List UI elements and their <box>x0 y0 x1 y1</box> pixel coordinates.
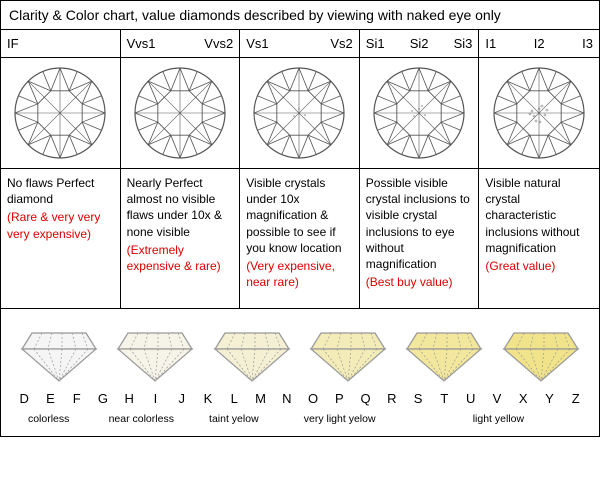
color-stones-row <box>9 327 591 391</box>
clarity-desc: No flaws Perfect diamond(Rare & very ver… <box>1 169 121 309</box>
color-letter: J <box>169 391 195 406</box>
color-letter: S <box>405 391 431 406</box>
color-letter: G <box>90 391 116 406</box>
color-letter: Y <box>536 391 562 406</box>
color-letter: Q <box>352 391 378 406</box>
round-diamond-icon <box>492 66 586 160</box>
side-diamond-icon <box>403 327 485 383</box>
diamond-cell <box>1 58 121 169</box>
clarity-desc: Nearly Perfect almost no visible flaws u… <box>121 169 241 309</box>
clarity-grid: IF Vvs1Vvs2 Vs1Vs2 Si1Si2Si3 I1I2I3 No f… <box>1 30 599 309</box>
color-letter: V <box>484 391 510 406</box>
clarity-desc: Possible visible crystal inclusions to v… <box>360 169 480 309</box>
side-diamond-icon <box>307 327 389 383</box>
clarity-header: Vs1Vs2 <box>240 30 360 58</box>
clarity-header: Si1Si2Si3 <box>360 30 480 58</box>
color-letter: O <box>300 391 326 406</box>
color-stone <box>11 327 107 383</box>
color-letter: E <box>37 391 63 406</box>
round-diamond-icon <box>13 66 107 160</box>
color-group-label: taint yelow <box>194 414 273 426</box>
clarity-desc: Visible natural crystal characteristic i… <box>479 169 599 309</box>
color-letter: K <box>195 391 221 406</box>
color-letter: T <box>431 391 457 406</box>
round-diamond-icon <box>133 66 227 160</box>
color-stone <box>204 327 300 383</box>
color-group-label: colorless <box>9 414 88 426</box>
side-diamond-icon <box>114 327 196 383</box>
clarity-header: IF <box>1 30 121 58</box>
color-letter: X <box>510 391 536 406</box>
diamond-cell <box>479 58 599 169</box>
clarity-header: I1I2I3 <box>479 30 599 58</box>
side-diamond-icon <box>211 327 293 383</box>
side-diamond-icon <box>500 327 582 383</box>
color-stone <box>396 327 492 383</box>
color-stone <box>493 327 589 383</box>
color-letter: N <box>274 391 300 406</box>
color-letter: H <box>116 391 142 406</box>
chart-container: Clarity & Color chart, value diamonds de… <box>0 0 600 437</box>
color-letter: R <box>379 391 405 406</box>
color-labels-row: colorlessnear colorlesstaint yelowvery l… <box>9 414 591 426</box>
color-letter: Z <box>563 391 589 406</box>
color-group-label: very light yelow <box>274 414 406 426</box>
side-diamond-icon <box>18 327 100 383</box>
color-letter: F <box>64 391 90 406</box>
clarity-desc: Visible crystals under 10x magnification… <box>240 169 360 309</box>
clarity-header: Vvs1Vvs2 <box>121 30 241 58</box>
color-letters-row: DEFGHIJKLMNOPQRSTUVXYZ <box>9 391 591 406</box>
color-letter: D <box>11 391 37 406</box>
round-diamond-icon <box>372 66 466 160</box>
color-letter: I <box>142 391 168 406</box>
color-letter: P <box>326 391 352 406</box>
diamond-cell <box>360 58 480 169</box>
color-section: DEFGHIJKLMNOPQRSTUVXYZ colorlessnear col… <box>1 309 599 436</box>
diamond-cell <box>121 58 241 169</box>
color-group-label: near colorless <box>88 414 194 426</box>
chart-title: Clarity & Color chart, value diamonds de… <box>1 1 599 30</box>
color-stone <box>300 327 396 383</box>
round-diamond-icon <box>252 66 346 160</box>
color-letter: L <box>221 391 247 406</box>
diamond-cell <box>240 58 360 169</box>
color-group-label: light yellow <box>406 414 591 426</box>
color-letter: M <box>247 391 273 406</box>
color-stone <box>107 327 203 383</box>
color-letter: U <box>458 391 484 406</box>
